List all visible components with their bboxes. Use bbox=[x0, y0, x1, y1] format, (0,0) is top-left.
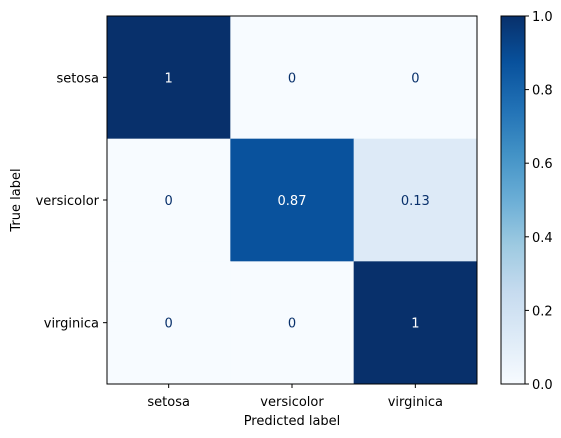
colorbar-tick-label: 0.0 bbox=[532, 378, 553, 393]
y-axis-title: True label bbox=[9, 168, 24, 232]
x-tick-label-virginica: virginica bbox=[388, 395, 443, 410]
cell-value-label-1-0: 0 bbox=[165, 194, 173, 209]
heatmap-cell-2-1 bbox=[230, 261, 355, 385]
cell-value-label-2-2: 1 bbox=[411, 317, 419, 332]
colorbar-ticks: 0.0 0.2 0.4 0.6 0.8 1.0 bbox=[525, 10, 553, 393]
heatmap-cell-2-2 bbox=[353, 261, 478, 385]
x-tick-label-setosa: setosa bbox=[147, 395, 190, 410]
colorbar bbox=[500, 15, 526, 385]
cell-value-label-0-0: 1 bbox=[165, 71, 173, 86]
cell-value-label-2-1: 0 bbox=[288, 317, 296, 332]
cell-value-label-0-1: 0 bbox=[288, 71, 296, 86]
y-tick-label-virginica: virginica bbox=[44, 317, 99, 332]
cell-value-label-2-0: 0 bbox=[165, 317, 173, 332]
cell-value-label-1-2: 0.13 bbox=[401, 194, 430, 209]
y-tick-label-setosa: setosa bbox=[56, 71, 99, 86]
cell-value-label-1-1: 0.87 bbox=[278, 194, 307, 209]
cell-value-label-0-2: 0 bbox=[411, 71, 419, 86]
heatmap-cell-1-1 bbox=[230, 138, 355, 262]
y-axis-ticks: setosa versicolor virginica bbox=[36, 71, 107, 332]
heatmap-cell-0-0 bbox=[107, 16, 231, 140]
y-tick-label-versicolor: versicolor bbox=[36, 194, 100, 209]
colorbar-tick-label: 1.0 bbox=[532, 10, 553, 25]
heatmap-cell-labels: 1 0 0 0 0.87 0.13 0 0 1 bbox=[165, 71, 430, 331]
heatmap-cell-2-0 bbox=[107, 261, 231, 385]
heatmap-cells bbox=[107, 16, 478, 385]
colorbar-tick-label: 0.2 bbox=[532, 304, 553, 319]
x-axis-title: Predicted label bbox=[244, 414, 341, 429]
heatmap-cell-0-2 bbox=[353, 16, 478, 140]
heatmap-cell-0-1 bbox=[230, 16, 355, 140]
heatmap-cell-1-2 bbox=[353, 138, 478, 262]
colorbar-tick-label: 0.8 bbox=[532, 84, 553, 99]
colorbar-tick-label: 0.4 bbox=[532, 231, 553, 246]
heatmap-cell-1-0 bbox=[107, 138, 231, 262]
x-tick-label-versicolor: versicolor bbox=[260, 395, 324, 410]
x-axis-ticks: setosa versicolor virginica bbox=[147, 384, 443, 410]
colorbar-tick-label: 0.6 bbox=[532, 157, 553, 172]
